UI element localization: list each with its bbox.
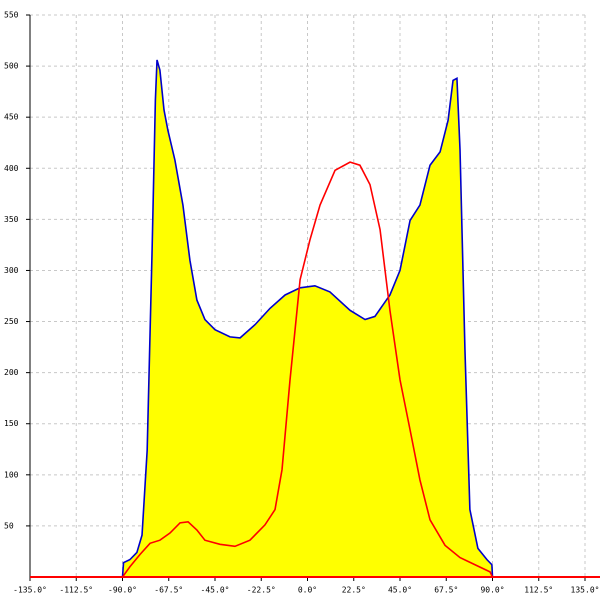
series-area — [122, 59, 493, 577]
x-tick-label: -135.0° — [13, 586, 47, 595]
y-tick-label: 350 — [4, 215, 19, 224]
y-tick-label: 100 — [4, 470, 19, 479]
x-tick-label: -45.0° — [201, 586, 230, 595]
x-tick-label: 45.0° — [388, 586, 412, 595]
x-tick-label: 67.5° — [434, 586, 458, 595]
x-tick-label: -112.5° — [59, 586, 93, 595]
y-tick-label: 450 — [4, 113, 19, 122]
y-tick-label: 150 — [4, 419, 19, 428]
x-tick-label: 135.0° — [571, 586, 600, 595]
y-tick-label: 300 — [4, 266, 19, 275]
x-tick-label: 112.5° — [524, 586, 553, 595]
x-tick-label: 22.5° — [342, 586, 366, 595]
y-tick-label: 50 — [4, 521, 14, 530]
x-tick-label: -67.5° — [154, 586, 183, 595]
series-line — [121, 161, 494, 578]
x-tick-label: 90.0° — [480, 586, 504, 595]
x-tick-label: -90.0° — [108, 586, 137, 595]
y-tick-label: 250 — [4, 317, 19, 326]
y-tick-label: 400 — [4, 164, 19, 173]
x-tick-label: 0.0° — [298, 586, 317, 595]
y-tick-label: 550 — [4, 11, 19, 20]
y-tick-label: 500 — [4, 62, 19, 71]
y-tick-label: 200 — [4, 368, 19, 377]
x-tick-label: -22.5° — [247, 586, 276, 595]
series-line — [121, 59, 494, 578]
